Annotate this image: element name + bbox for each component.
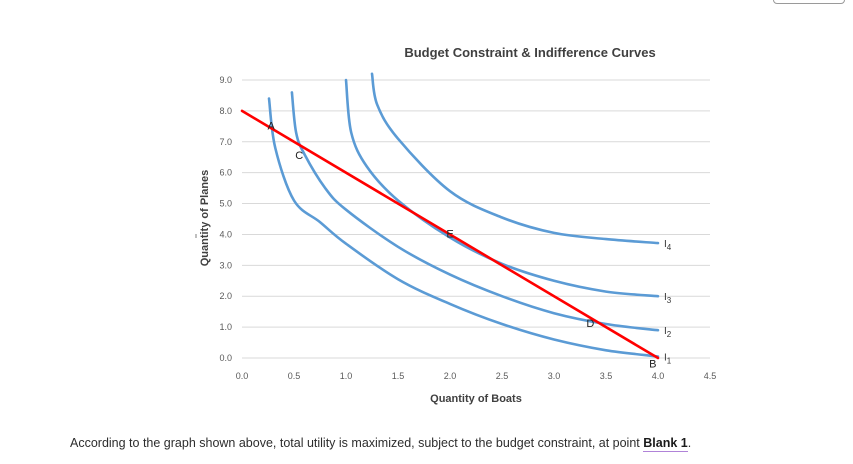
y-tick-2: 2.0 [219,291,232,301]
chart-grid [242,79,710,359]
y-tick-1: 1.0 [219,322,232,332]
question-prompt: According to the graph shown above, tota… [70,436,644,450]
x-tick-5: 2.5 [496,371,509,381]
x-tick-6: 3.0 [548,371,561,381]
y-tick-3: 3.0 [219,260,232,270]
y-tick-6: 6.0 [219,168,232,178]
indifference-curve-labels: I1 I2 I3 I4 [664,239,672,365]
point-labels: A C E D B [267,120,656,370]
x-tick-1: 0.5 [288,371,301,381]
x-tick-3: 1.5 [392,371,405,381]
curve-label-2: I2 [664,326,672,339]
x-tick-4: 2.0 [444,371,457,381]
y-axis-label: Quantity of Planes [199,170,211,267]
question-text: According to the graph shown above, tota… [70,436,692,452]
point-label-a: A [267,120,275,132]
x-tick-7: 3.5 [600,371,613,381]
point-label-e: E [446,229,453,241]
curve-label-4: I4 [664,239,672,252]
indifference-curve-2 [290,91,660,332]
y-tick-7: 7.0 [219,137,232,147]
y-tick-labels: 0.0 1.0 2.0 3.0 4.0 5.0 6.0 7.0 8.0 9.0 [219,75,232,363]
x-tick-labels: 0.0 0.5 1.0 1.5 2.0 2.5 3.0 3.5 4.0 4.5 [236,371,717,381]
y-tick-5: 5.0 [219,199,232,209]
y-tick-0: 0.0 [219,353,232,363]
indifference-curve-1 [267,97,660,358]
point-label-b: B [649,358,656,370]
budget-line-group [240,109,660,360]
x-tick-0: 0.0 [236,371,249,381]
indifference-curves [267,72,660,358]
point-label-d: D [586,318,594,330]
curve-label-1: I1 [664,352,672,365]
y-tick-9: 9.0 [219,75,232,85]
y-tick-4: 4.0 [219,229,232,239]
x-tick-9: 4.5 [704,371,717,381]
budget-line [240,109,660,360]
question-suffix: . [687,436,692,450]
x-tick-8: 4.0 [652,371,665,381]
answer-blank[interactable]: Blank 1 [643,436,688,452]
chart-title: Budget Constraint & Indifference Curves [404,45,655,60]
curve-label-3: I3 [664,292,672,305]
indifference-curve-3 [344,78,660,298]
indifference-curve-4 [370,72,660,245]
x-axis-label: Quantity of Boats [430,393,522,405]
y-tick-8: 8.0 [219,106,232,116]
point-label-c: C [295,150,303,162]
x-tick-2: 1.0 [340,371,353,381]
budget-indifference-chart: Budget Constraint & Indifference Curves … [195,45,717,405]
